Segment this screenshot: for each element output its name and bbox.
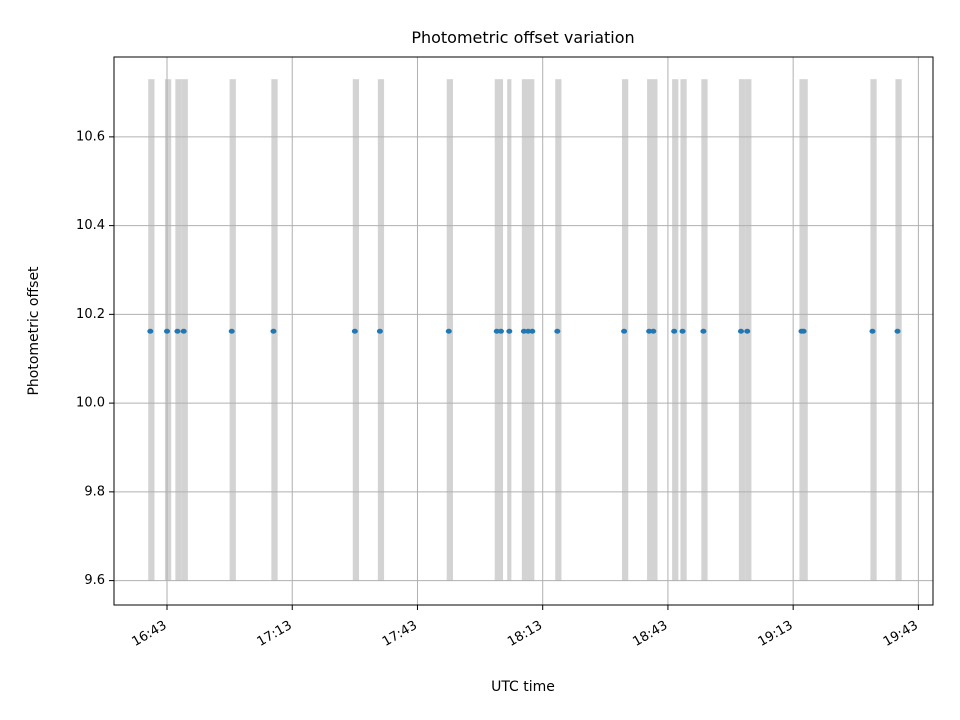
grid-layer bbox=[114, 57, 933, 605]
data-point bbox=[554, 328, 561, 334]
points-layer bbox=[147, 328, 901, 334]
y-tick-label: 10.6 bbox=[76, 129, 105, 144]
data-point bbox=[650, 328, 657, 334]
data-point bbox=[445, 328, 452, 334]
data-point bbox=[147, 328, 154, 334]
data-point bbox=[744, 328, 751, 334]
y-tick-label: 9.8 bbox=[84, 484, 105, 499]
data-point bbox=[737, 328, 744, 334]
data-point bbox=[621, 328, 628, 334]
data-point bbox=[679, 328, 686, 334]
data-point bbox=[376, 328, 383, 334]
data-point bbox=[493, 328, 500, 334]
plot-frame bbox=[113, 56, 934, 606]
data-point bbox=[671, 328, 678, 334]
y-tick-label: 10.2 bbox=[76, 307, 105, 322]
x-axis-label: UTC time bbox=[491, 679, 555, 695]
y-tick-label: 10.0 bbox=[76, 396, 105, 411]
data-point bbox=[164, 328, 171, 334]
data-point bbox=[894, 328, 901, 334]
data-point bbox=[646, 328, 653, 334]
chart-title: Photometric offset variation bbox=[411, 28, 634, 47]
data-point bbox=[800, 328, 807, 334]
data-point bbox=[525, 328, 532, 334]
data-point bbox=[351, 328, 358, 334]
y-tick-label: 10.4 bbox=[76, 218, 105, 233]
data-point bbox=[700, 328, 707, 334]
data-point bbox=[228, 328, 235, 334]
data-point bbox=[270, 328, 277, 334]
data-point bbox=[497, 328, 504, 334]
data-point bbox=[529, 328, 536, 334]
data-point bbox=[520, 328, 527, 334]
y-axis-label: Photometric offset bbox=[26, 266, 42, 396]
data-point bbox=[174, 328, 181, 334]
data-point bbox=[869, 328, 876, 334]
data-point bbox=[506, 328, 513, 334]
data-point bbox=[180, 328, 187, 334]
y-tick-label: 9.6 bbox=[84, 573, 105, 588]
